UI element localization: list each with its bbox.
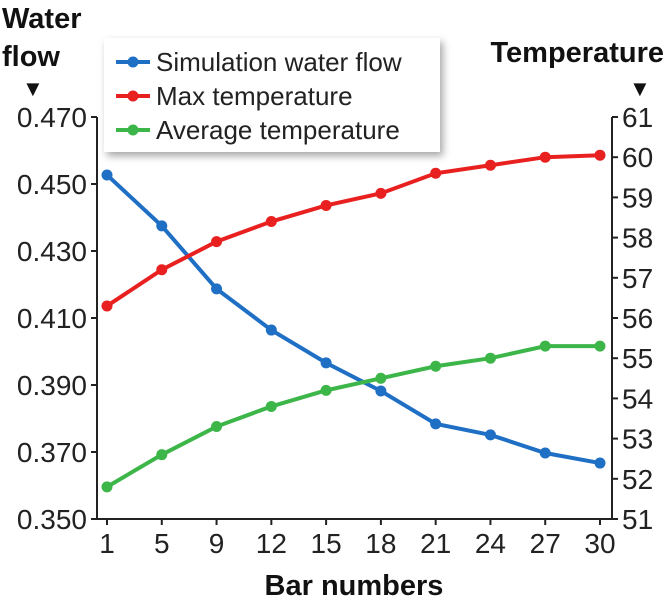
left-tick-label: 0.370 — [17, 437, 87, 468]
left-axis-marker: ▼ — [22, 76, 44, 101]
data-point — [375, 372, 387, 384]
data-point — [430, 418, 442, 430]
data-point — [265, 216, 277, 228]
data-point — [156, 220, 168, 232]
x-tick-label: 21 — [420, 528, 451, 559]
data-point — [484, 159, 496, 171]
right-tick-label: 60 — [622, 142, 653, 173]
right-tick-label: 51 — [622, 504, 653, 535]
series-simulation-water-flow — [101, 169, 606, 469]
legend-label: Max temperature — [156, 81, 353, 111]
right-tick-label: 57 — [622, 263, 653, 294]
data-point — [101, 169, 113, 181]
x-tick-label: 30 — [584, 528, 615, 559]
right-tick-label: 52 — [622, 464, 653, 495]
data-point — [320, 357, 332, 369]
legend-swatch-marker — [127, 90, 139, 102]
x-tick-label: 9 — [209, 528, 225, 559]
series-line — [105, 153, 601, 308]
right-tick-label: 54 — [622, 383, 653, 414]
data-point — [211, 283, 223, 295]
data-point — [265, 324, 277, 336]
series-max-temperature — [101, 149, 606, 312]
series-average-temperature — [101, 340, 606, 493]
left-tick-label: 0.450 — [17, 169, 87, 200]
left-tick-label: 0.390 — [17, 370, 87, 401]
x-tick-label: 15 — [311, 528, 342, 559]
right-tick-label: 55 — [622, 343, 653, 374]
data-point — [430, 167, 442, 179]
data-point — [594, 149, 606, 161]
legend-label: Simulation water flow — [156, 47, 402, 77]
data-point — [265, 400, 277, 412]
legend-label: Average temperature — [156, 115, 400, 145]
data-point — [101, 481, 113, 493]
right-axis-title: Temperature — [490, 37, 664, 69]
data-point — [539, 447, 551, 459]
data-point — [594, 340, 606, 352]
x-tick-label: 12 — [256, 528, 287, 559]
data-point — [539, 340, 551, 352]
data-point — [320, 384, 332, 396]
right-tick-label: 53 — [622, 424, 653, 455]
left-axis-title-line2: flow — [2, 41, 60, 73]
left-tick-label: 0.410 — [17, 303, 87, 334]
right-tick-label: 58 — [622, 223, 653, 254]
data-point — [156, 449, 168, 461]
data-point — [375, 385, 387, 397]
x-axis-title: Bar numbers — [265, 570, 444, 602]
data-point — [484, 352, 496, 364]
right-tick-label: 61 — [622, 102, 653, 133]
data-point — [430, 360, 442, 372]
series-line — [105, 173, 601, 466]
left-tick-label: 0.350 — [17, 504, 87, 535]
left-tick-label: 0.470 — [17, 102, 87, 133]
x-tick-label: 18 — [365, 528, 396, 559]
data-point — [211, 421, 223, 433]
x-tick-label: 27 — [530, 528, 561, 559]
axes: 0.3500.3700.3900.4100.4300.4500.47051525… — [17, 102, 653, 559]
legend-swatch-marker — [127, 124, 139, 136]
x-tick-label: 1 — [99, 528, 115, 559]
x-tick-label: 5 — [154, 528, 170, 559]
data-point — [101, 300, 113, 312]
series-line — [105, 344, 600, 489]
data-point — [539, 151, 551, 163]
left-tick-label: 0.430 — [17, 236, 87, 267]
right-tick-label: 56 — [622, 303, 653, 334]
series-layer — [101, 149, 606, 493]
data-point — [156, 264, 168, 276]
data-point — [484, 429, 496, 441]
data-point — [320, 199, 332, 211]
data-point — [211, 236, 223, 248]
legend-swatch-marker — [127, 56, 139, 68]
x-tick-label: 24 — [475, 528, 506, 559]
data-point — [375, 187, 387, 199]
data-point — [594, 457, 606, 469]
legend-box — [104, 38, 440, 152]
legend: Simulation water flow Max temperature Aver… — [104, 38, 440, 152]
right-tick-label: 59 — [622, 182, 653, 213]
right-axis-marker: ▼ — [629, 76, 651, 101]
left-axis-title-line1: Water — [2, 3, 82, 35]
